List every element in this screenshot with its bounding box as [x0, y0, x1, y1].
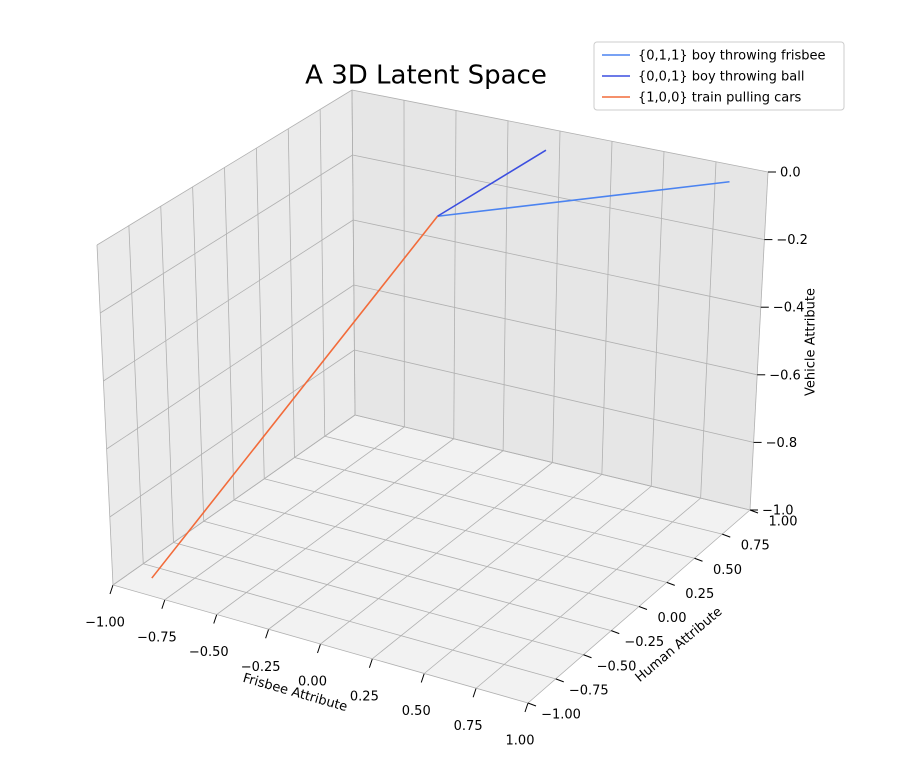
grid-line: [354, 414, 751, 511]
grid-line: [96, 244, 114, 586]
legend-label: {0,0,1} boy throwing ball: [638, 70, 804, 85]
x-tick-label: 1.00: [506, 734, 535, 749]
data-line: [437, 149, 547, 217]
tick-mark: [109, 584, 114, 595]
grid-line: [324, 435, 723, 535]
y-tick-label: −0.50: [597, 659, 637, 674]
x-axis-label: Frisbee Attribute: [241, 671, 349, 715]
back-pane: [352, 90, 768, 510]
floor-pane: [113, 415, 750, 703]
grid-line: [128, 225, 144, 564]
x-tick-label: 0.25: [350, 689, 379, 704]
grid-line: [160, 206, 174, 543]
grid: [96, 89, 776, 713]
z-tick-label: −0.4: [773, 301, 805, 316]
y-tick-label: 0.75: [741, 539, 770, 554]
tick-mark: [638, 606, 648, 610]
y-tick-label: −0.25: [624, 635, 664, 650]
legend-box: [593, 41, 845, 111]
lines: [151, 149, 730, 579]
grid-line: [264, 478, 667, 583]
tick-mark: [555, 678, 564, 683]
tick-mark: [666, 581, 675, 586]
grid-line: [453, 110, 457, 439]
grid-line: [99, 154, 353, 314]
tick-mark: [694, 557, 703, 562]
grid-line: [255, 148, 265, 479]
grid-line: [203, 520, 612, 632]
data-line: [151, 215, 439, 579]
x-tick-label: 0.00: [298, 675, 327, 690]
tick-mark: [420, 673, 425, 683]
tick-mark: [527, 702, 537, 707]
y-tick-label: −0.75: [569, 683, 609, 698]
grid-line: [192, 186, 205, 522]
grid-line: [749, 171, 769, 511]
grid-line: [109, 349, 355, 518]
grid-line: [352, 154, 765, 240]
tick-mark: [213, 614, 218, 624]
grid-line: [103, 219, 354, 382]
tick-mark: [368, 658, 373, 668]
grid-line: [700, 161, 717, 499]
grid-line: [233, 499, 640, 607]
y-tick-label: 0.25: [685, 587, 714, 602]
x-tick-label: −0.50: [189, 645, 229, 660]
tick-mark: [472, 688, 477, 698]
y-tick-label: 1.00: [769, 515, 798, 530]
tick-mark: [611, 630, 620, 635]
x-tick-label: −0.25: [241, 660, 281, 675]
grid-line: [294, 457, 695, 559]
tick-mark: [317, 643, 321, 654]
z-tick-label: −0.8: [766, 436, 798, 451]
grid-line: [112, 414, 356, 586]
grid-line: [502, 120, 509, 451]
grid-line: [173, 542, 584, 656]
z-tick-label: −0.2: [776, 233, 808, 248]
panes: [97, 90, 768, 703]
legend-label: {0,1,1} boy throwing frisbee: [638, 49, 826, 64]
tick-mark: [722, 533, 731, 538]
grid-line: [650, 151, 665, 487]
grid-line: [96, 89, 353, 246]
z-tick-label: −1.0: [762, 504, 794, 519]
grid-line: [224, 167, 235, 501]
grid-line: [351, 89, 769, 173]
z-tick-label: −0.6: [769, 368, 801, 383]
grid-line: [354, 349, 754, 443]
data-line: [437, 180, 730, 218]
tick-mark: [524, 702, 529, 713]
y-tick-label: 0.50: [713, 563, 742, 578]
z-axis-label: Vehicle Attribute: [804, 288, 819, 396]
tick-mark: [583, 654, 592, 659]
grid-line: [112, 584, 529, 704]
grid-line: [353, 284, 758, 376]
x-tick-label: −0.75: [137, 630, 177, 645]
x-tick-label: −1.00: [85, 616, 125, 631]
grid-line: [287, 128, 295, 458]
tick-mark: [265, 629, 270, 639]
tick-mark: [161, 599, 166, 609]
legend-label: {1,0,0} train pulling cars: [638, 91, 802, 106]
x-tick-label: 0.75: [454, 719, 483, 734]
chart-title: A 3D Latent Space: [305, 61, 547, 91]
z-tick-label: 0.0: [780, 166, 801, 181]
grid-line: [601, 141, 613, 475]
grid-line: [143, 563, 556, 680]
grid-line: [351, 89, 356, 416]
grid-line: [106, 284, 355, 450]
labels: −1.00 −0.75 −0.50 −0.25 0.00 0.25 0.50 0.75 1.00…: [85, 166, 808, 749]
grid-line: [319, 109, 326, 437]
y-tick-label: 0.00: [658, 611, 687, 626]
y-tick-label: −1.00: [541, 708, 581, 723]
grid-line: [552, 130, 561, 463]
legend: {0,1,1} boy throwing frisbee {0,0,1} boy …: [593, 41, 845, 111]
left-pane: [97, 90, 355, 585]
grid-line: [353, 219, 761, 308]
x-tick-label: 0.50: [402, 704, 431, 719]
